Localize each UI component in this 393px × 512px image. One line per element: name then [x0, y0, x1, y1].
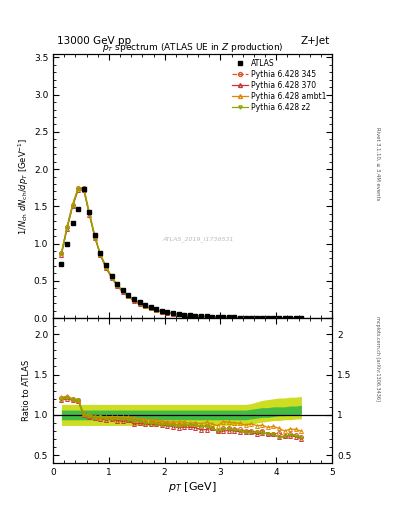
X-axis label: $p_T\ [\mathrm{GeV}]$: $p_T\ [\mathrm{GeV}]$ [168, 480, 217, 494]
Text: Rivet 3.1.10, ≥ 3.4M events: Rivet 3.1.10, ≥ 3.4M events [375, 127, 380, 201]
Title: $p_T$ spectrum (ATLAS UE in $Z$ production): $p_T$ spectrum (ATLAS UE in $Z$ producti… [102, 40, 283, 54]
Text: Z+Jet: Z+Jet [301, 36, 330, 46]
Y-axis label: Ratio to ATLAS: Ratio to ATLAS [22, 360, 31, 421]
Text: mcplots.cern.ch [arXiv:1306.3436]: mcplots.cern.ch [arXiv:1306.3436] [375, 316, 380, 401]
Text: 13000 GeV pp: 13000 GeV pp [57, 36, 131, 46]
Text: ATLAS_2019_I1736531: ATLAS_2019_I1736531 [162, 236, 234, 242]
Y-axis label: $1/N_\mathrm{ch}\ dN_\mathrm{ch}/dp_T\ [\mathrm{GeV}^{-1}]$: $1/N_\mathrm{ch}\ dN_\mathrm{ch}/dp_T\ [… [17, 137, 31, 234]
Legend: ATLAS, Pythia 6.428 345, Pythia 6.428 370, Pythia 6.428 ambt1, Pythia 6.428 z2: ATLAS, Pythia 6.428 345, Pythia 6.428 37… [230, 57, 328, 113]
